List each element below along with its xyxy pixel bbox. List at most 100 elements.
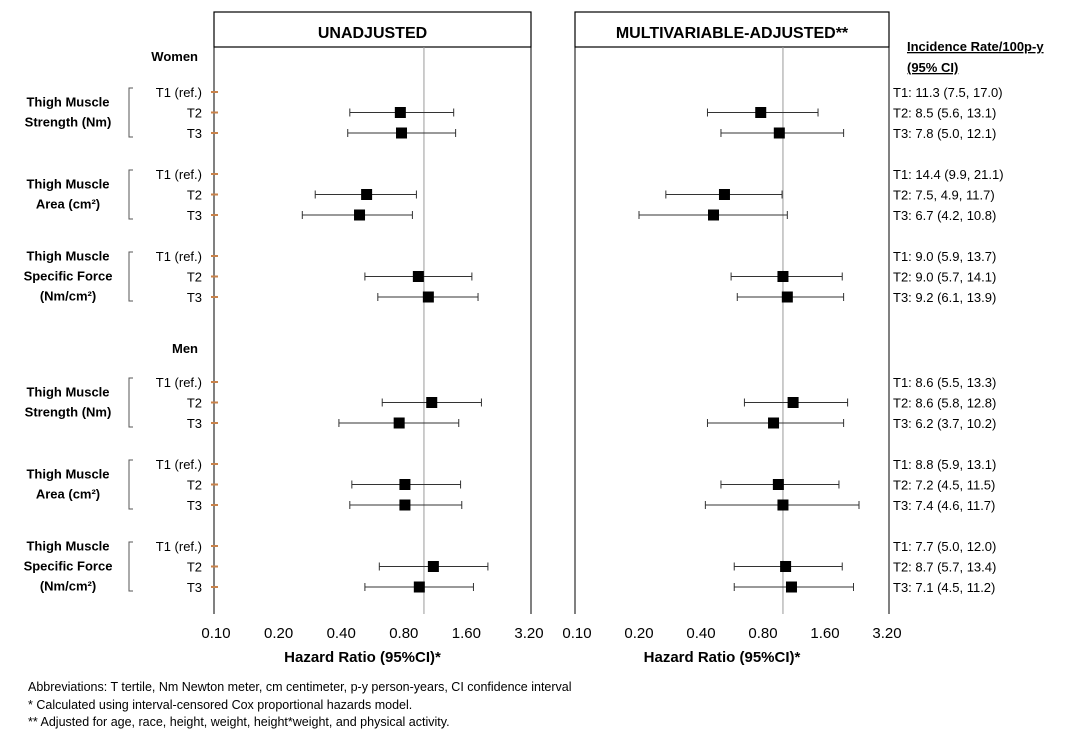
x-tick-label: 0.10 (562, 625, 591, 642)
incidence-value: T3: 9.2 (6.1, 13.9) (893, 290, 996, 305)
tertile-label: T1 (ref.) (156, 167, 202, 182)
panel-title-box (574, 11, 890, 48)
x-tick-label: 0.80 (748, 625, 777, 642)
tertile-label: T1 (ref.) (156, 85, 202, 100)
tertile-label: T2 (187, 270, 202, 285)
incidence-header-line2: (95% CI) (907, 60, 958, 75)
incidence-value: T1: 11.3 (7.5, 17.0) (893, 85, 1003, 100)
x-tick-label: 0.20 (624, 625, 653, 642)
block-bracket (128, 251, 133, 302)
hr-marker (708, 209, 720, 221)
x-tick-label: 1.60 (810, 625, 839, 642)
tertile-label: T3 (187, 580, 202, 595)
hr-marker (787, 397, 799, 408)
x-tick-label: 0.10 (201, 625, 230, 642)
tertile-label: T1 (ref.) (156, 539, 202, 554)
block-label: Thigh Muscle (26, 539, 109, 554)
group-label: Men (172, 341, 198, 356)
hr-marker (399, 479, 411, 490)
x-tick-label: 0.40 (327, 625, 356, 642)
block-label: (Nm/cm²) (40, 579, 96, 594)
hr-marker (777, 499, 789, 511)
hr-marker (354, 209, 366, 221)
x-axis-label: Hazard Ratio (95%CI)* (644, 649, 801, 666)
hr-marker (773, 127, 785, 139)
block-bracket (128, 459, 133, 510)
footnote-abbreviations: Abbreviations: T tertile, Nm Newton mete… (28, 680, 572, 694)
tertile-label: T3 (187, 416, 202, 431)
x-tick-label: 0.80 (389, 625, 418, 642)
hr-marker (768, 417, 780, 429)
block-label: Strength (Nm) (25, 115, 112, 130)
panel-title: UNADJUSTED (318, 25, 427, 42)
block-bracket (128, 87, 133, 138)
hr-marker (777, 271, 789, 282)
footnote-cox-model: * Calculated using interval-censored Cox… (28, 697, 413, 712)
incidence-value: T3: 6.2 (3.7, 10.2) (893, 416, 996, 431)
incidence-value: T1: 14.4 (9.9, 21.1) (893, 167, 1004, 182)
tertile-label: T2 (187, 396, 202, 411)
hr-marker (412, 271, 424, 282)
footnotes: Abbreviations: T tertile, Nm Newton mete… (28, 679, 1028, 732)
incidence-value: T2: 7.2 (4.5, 11.5) (893, 478, 995, 493)
incidence-value: T3: 7.4 (4.6, 11.7) (893, 498, 995, 513)
x-tick-label: 0.20 (264, 625, 293, 642)
forest-plot-figure: UNADJUSTED 0.10 0.20 0.40 0.80 1.60 3.20 Hazard… (24, 11, 1044, 666)
x-tick-label: 1.60 (452, 625, 481, 642)
incidence-value: T3: 6.7 (4.2, 10.8) (893, 208, 996, 223)
group-label: Women (151, 49, 198, 64)
block-bracket (128, 169, 133, 220)
x-tick-label: 0.40 (686, 625, 715, 642)
block-label: Thigh Muscle (26, 467, 109, 482)
hr-marker (772, 479, 784, 490)
tertile-label: T1 (ref.) (156, 249, 202, 264)
incidence-value: T2: 8.6 (5.8, 12.8) (893, 396, 996, 411)
incidence-value: T2: 7.5, 4.9, 11.7) (893, 188, 995, 203)
incidence-value: T1: 8.6 (5.5, 13.3) (893, 375, 996, 390)
tertile-label: T3 (187, 290, 202, 305)
x-tick-label: 3.20 (872, 625, 901, 642)
hr-marker (780, 561, 792, 572)
block-label: Thigh Muscle (26, 249, 109, 264)
hr-marker (781, 291, 793, 303)
block-bracket (128, 377, 133, 428)
hr-marker (755, 107, 767, 118)
incidence-value: T1: 7.7 (5.0, 12.0) (893, 539, 996, 554)
incidence-value: T2: 8.7 (5.7, 13.4) (893, 560, 996, 575)
tertile-label: T2 (187, 188, 202, 203)
hr-marker (361, 189, 373, 200)
incidence-value: T3: 7.8 (5.0, 12.1) (893, 126, 996, 141)
tertile-label: T1 (ref.) (156, 457, 202, 472)
tertile-label: T3 (187, 208, 202, 223)
incidence-value: T2: 8.5 (5.6, 13.1) (893, 106, 996, 121)
block-label: Strength (Nm) (25, 405, 112, 420)
block-label: Area (cm²) (36, 197, 100, 212)
hr-marker (396, 127, 408, 139)
tertile-label: T3 (187, 498, 202, 513)
hr-marker (718, 189, 730, 200)
hr-marker (399, 499, 411, 511)
hr-marker (422, 291, 434, 303)
hr-marker (394, 107, 406, 118)
tertile-label: T1 (ref.) (156, 375, 202, 390)
hr-marker (413, 581, 425, 593)
x-tick-label: 3.20 (514, 625, 543, 642)
panel-title-box (213, 11, 532, 48)
hr-marker (426, 397, 438, 408)
incidence-value: T1: 8.8 (5.9, 13.1) (893, 457, 996, 472)
footnote-adjustment: ** Adjusted for age, race, height, weigh… (28, 715, 450, 729)
hr-marker (427, 561, 439, 572)
incidence-value: T2: 9.0 (5.7, 14.1) (893, 270, 996, 285)
panel-title: MULTIVARIABLE-ADJUSTED** (616, 25, 849, 42)
hr-marker (785, 581, 797, 593)
incidence-header-line1: Incidence Rate/100p-y (907, 39, 1044, 54)
incidence-value: T1: 9.0 (5.9, 13.7) (893, 249, 996, 264)
block-label: Thigh Muscle (26, 95, 109, 110)
tertile-label: T2 (187, 106, 202, 121)
block-label: Thigh Muscle (26, 385, 109, 400)
block-bracket (128, 541, 133, 592)
hr-marker (393, 417, 405, 429)
x-axis-label: Hazard Ratio (95%CI)* (284, 649, 441, 666)
block-label: Thigh Muscle (26, 177, 109, 192)
tertile-label: T2 (187, 478, 202, 493)
